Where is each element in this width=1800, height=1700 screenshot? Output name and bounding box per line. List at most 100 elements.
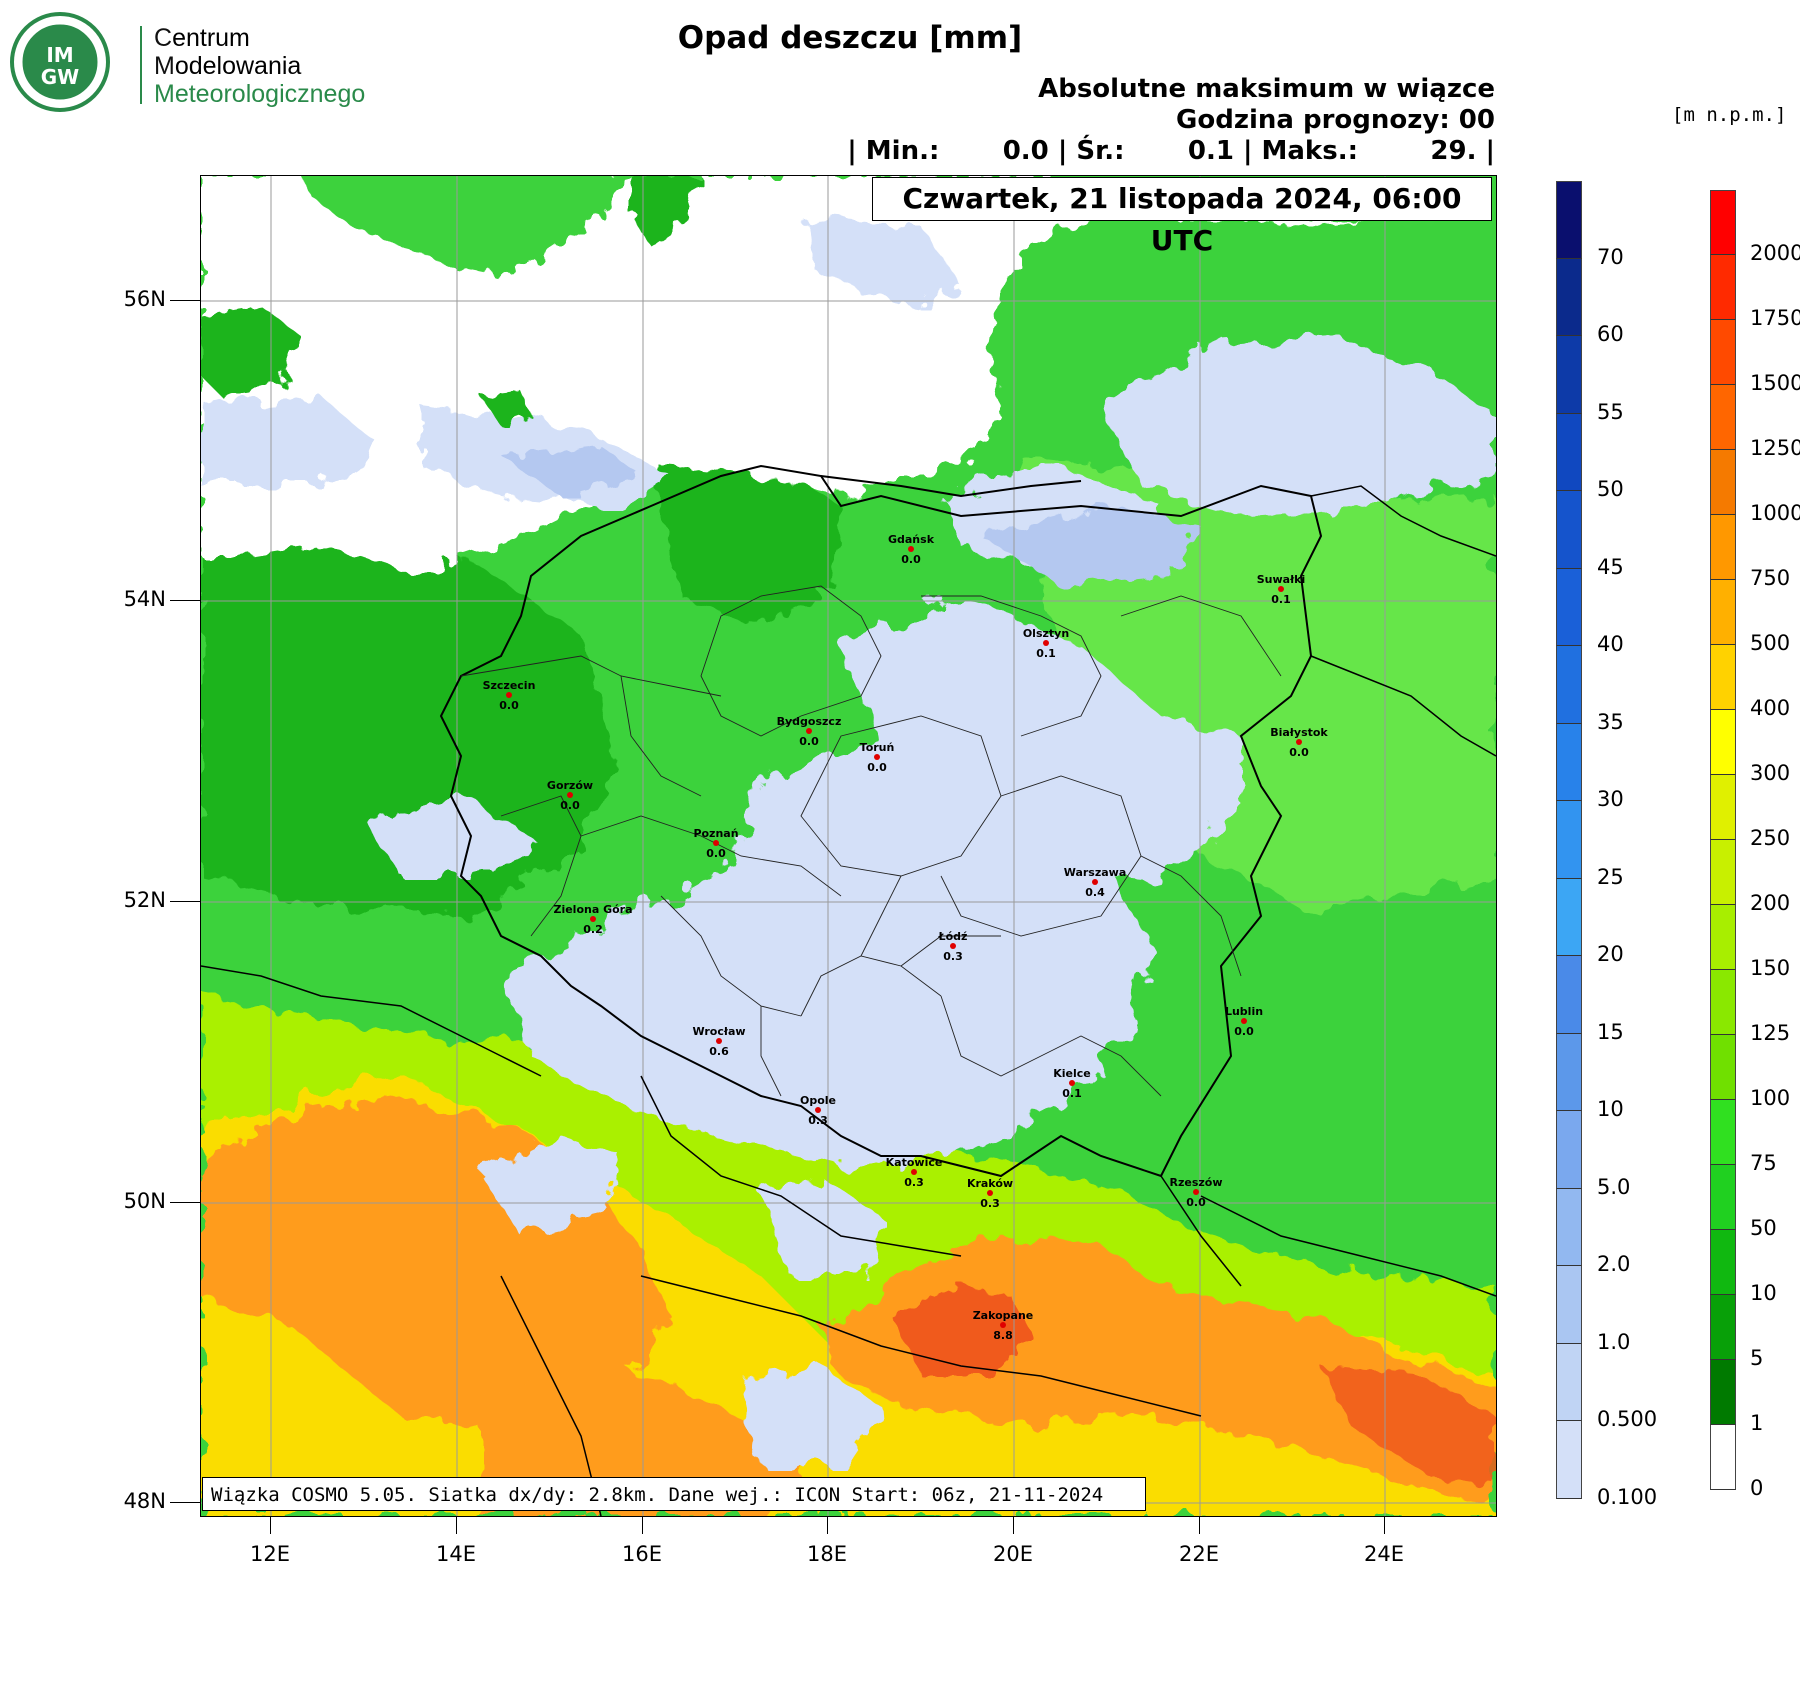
city-value: 0.3 xyxy=(808,1114,828,1127)
terrain-scale-label: 150 xyxy=(1750,956,1791,980)
city-value: 0.0 xyxy=(867,761,887,774)
svg-text:GW: GW xyxy=(41,65,79,89)
terrain-scale-swatch xyxy=(1710,1230,1736,1295)
rain-scale-label: 10 xyxy=(1597,1097,1624,1121)
longitude-tick xyxy=(642,1516,643,1534)
longitude-tick xyxy=(456,1516,457,1534)
terrain-scale-label: 1000 xyxy=(1750,501,1800,525)
terrain-scale-swatch xyxy=(1710,645,1736,710)
city-dot xyxy=(506,692,512,698)
terrain-scale-swatch xyxy=(1710,1425,1736,1490)
city-value: 0.3 xyxy=(904,1176,924,1189)
rain-scale-swatch xyxy=(1556,646,1582,724)
terrain-scale-label: 1500 xyxy=(1750,371,1800,395)
city-name: Olsztyn xyxy=(1023,627,1069,640)
latitude-tick-label: 48N xyxy=(123,1489,166,1513)
city-value: 0.1 xyxy=(1036,647,1056,660)
city-dot xyxy=(716,1038,722,1044)
city-value: 0.0 xyxy=(706,847,726,860)
city-value: 0.0 xyxy=(799,735,819,748)
latitude-tick-label: 50N xyxy=(123,1189,166,1213)
city-dot xyxy=(1000,1322,1006,1328)
latitude-tick xyxy=(170,300,200,301)
rain-scale-swatch xyxy=(1556,258,1582,336)
city-value: 0.0 xyxy=(1289,746,1309,759)
terrain-scale-swatch xyxy=(1710,1295,1736,1360)
latitude-tick-label: 54N xyxy=(123,587,166,611)
ukraine-border xyxy=(1160,1175,1242,1287)
rain-scale-label: 30 xyxy=(1597,787,1624,811)
terrain-scale-swatch xyxy=(1710,905,1736,970)
subtitle-max: Absolutne maksimum w wiązce xyxy=(1038,74,1495,104)
terrain-scale-swatch xyxy=(1710,1100,1736,1165)
bornholm xyxy=(481,391,531,426)
germany-czech-border xyxy=(201,965,542,1077)
city-dot xyxy=(1069,1080,1075,1086)
longitude-tick-label: 12E xyxy=(250,1542,290,1566)
terrain-scale-label: 75 xyxy=(1750,1151,1777,1175)
city-name: Toruń xyxy=(860,741,895,754)
logo-initial: M xyxy=(154,52,175,80)
latitude-tick-label: 56N xyxy=(123,287,166,311)
city-name: Warszawa xyxy=(1064,866,1127,879)
sea-rain-4 xyxy=(501,446,641,496)
city-value: 0.4 xyxy=(1085,886,1105,899)
longitude-tick-label: 24E xyxy=(1364,1542,1404,1566)
page-title: Opad deszczu [mm] xyxy=(677,20,1023,56)
logo-word: entrum xyxy=(172,24,250,52)
city-dot xyxy=(815,1107,821,1113)
city-value: 0.3 xyxy=(980,1197,1000,1210)
latitude-tick xyxy=(170,901,200,902)
latitude-tick xyxy=(170,600,200,601)
rain-scale-swatch xyxy=(1556,801,1582,879)
rain-scale-label: 70 xyxy=(1597,244,1624,269)
city-name: Białystok xyxy=(1270,726,1328,739)
city-name: Wrocław xyxy=(692,1025,745,1038)
city-value: 0.0 xyxy=(1186,1196,1206,1209)
forecast-hour: Godzina prognozy: 00 xyxy=(1176,105,1495,135)
terrain-scale-label: 1 xyxy=(1750,1411,1764,1435)
svg-text:IM: IM xyxy=(46,43,73,67)
city-dot xyxy=(590,916,596,922)
city-name: Opole xyxy=(800,1094,836,1107)
city-name: Poznań xyxy=(693,827,738,840)
city-name: Zielona Góra xyxy=(553,903,632,916)
terrain-scale-swatch xyxy=(1710,190,1736,255)
longitude-tick-label: 18E xyxy=(807,1542,847,1566)
rain-scale-label: 50 xyxy=(1597,477,1624,501)
terrain-scale-label: 5 xyxy=(1750,1346,1764,1370)
terrain-scale-swatch xyxy=(1710,1035,1736,1100)
city-value: 0.1 xyxy=(1062,1087,1082,1100)
city-value: 0.0 xyxy=(499,699,519,712)
rain-scale-swatch xyxy=(1556,1343,1582,1421)
logo-initial: M xyxy=(154,80,175,108)
imgw-logo: IM GW Centrum Modelowania Meteorologiczn… xyxy=(8,10,380,112)
terrain-scale-label: 300 xyxy=(1750,761,1791,785)
rain-scale-swatch xyxy=(1556,491,1582,569)
red-zone-tatra xyxy=(891,1286,1031,1376)
terrain-scale-label: 400 xyxy=(1750,696,1791,720)
longitude-tick xyxy=(1199,1516,1200,1534)
terrain-scale-swatch xyxy=(1710,580,1736,645)
rain-south xyxy=(761,1176,881,1276)
sea-rain-2 xyxy=(201,396,381,486)
logo-initial: C xyxy=(154,24,173,52)
latitude-tick xyxy=(170,1502,200,1503)
rain-scale-swatch xyxy=(1556,336,1582,414)
terrain-scale-label: 500 xyxy=(1750,631,1791,655)
dark-green-kashubia xyxy=(651,456,841,626)
east-border xyxy=(1200,1195,1496,1297)
rain-scale-swatch xyxy=(1556,1111,1582,1189)
rain-scale-label: 15 xyxy=(1597,1019,1624,1044)
terrain-scale-swatch xyxy=(1710,775,1736,840)
terrain-scale-swatch xyxy=(1710,1360,1736,1425)
city-name: Łódź xyxy=(938,930,968,943)
rain-scale-label: 0.500 xyxy=(1597,1407,1658,1431)
longitude-tick-label: 14E xyxy=(436,1542,476,1566)
rain-sw xyxy=(481,1136,621,1236)
city-name: Gdańsk xyxy=(888,533,935,546)
longitude-tick-label: 16E xyxy=(622,1542,662,1566)
map-canvas: Gdańsk 0.0 Suwałki 0.1 Olsztyn 0.1 Szczecin 0.0… xyxy=(201,176,1496,1516)
rain-scale-label: 60 xyxy=(1597,322,1624,346)
poland-border xyxy=(439,464,1323,1178)
